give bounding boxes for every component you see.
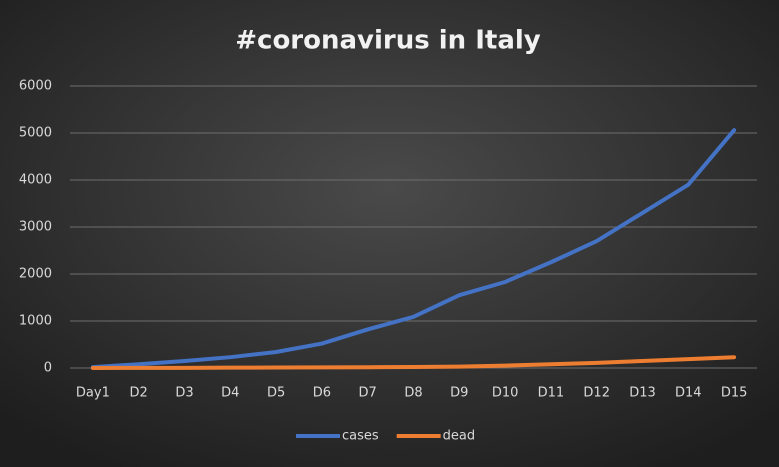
x-tick-label: D6 [313,386,331,401]
x-tick-label: D15 [721,386,748,401]
y-tick-label: 5000 [19,126,52,141]
legend-label: dead [443,429,475,444]
y-tick-label: 0 [44,361,52,376]
x-tick-label: D10 [492,386,519,401]
x-tick-label: D9 [450,386,468,401]
x-tick-label: D11 [538,386,565,401]
y-tick-label: 4000 [19,173,52,188]
y-tick-label: 2000 [19,267,52,282]
y-tick-label: 1000 [19,314,52,329]
x-tick-label: D7 [359,386,377,401]
x-tick-label: D12 [583,386,610,401]
x-tick-label: Day1 [76,386,110,401]
x-tick-label: D2 [130,386,148,401]
y-tick-label: 6000 [19,79,52,94]
series-line [90,355,737,370]
x-tick-label: D3 [175,386,193,401]
x-tick-label: D13 [629,386,656,401]
x-tick-label: D8 [404,386,422,401]
y-tick-label: 3000 [19,220,52,235]
series-line [90,128,737,370]
legend-label: cases [342,429,379,444]
chart-title: #coronavirus in Italy [235,26,541,56]
x-tick-label: D4 [221,386,239,401]
x-tick-label: D5 [267,386,285,401]
x-tick-label: D14 [675,386,702,401]
